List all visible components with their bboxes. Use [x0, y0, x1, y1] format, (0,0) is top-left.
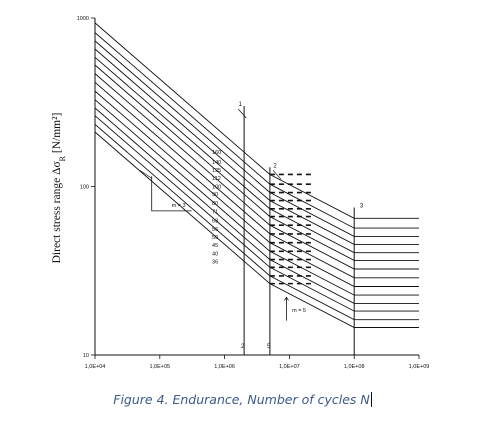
detail-category-label: 90: [212, 192, 218, 198]
sn-curve-140: [94, 32, 419, 229]
sn-curve-100: [94, 56, 419, 254]
figure-caption: Figure 4. Endurance, Number of cycles N: [0, 392, 485, 407]
detail-category-label: 45: [212, 243, 218, 249]
sn-curve-63: [94, 90, 419, 287]
detail-category-label: 160: [212, 150, 221, 156]
detail-category-label: 140: [212, 160, 221, 166]
detail-category-label: 40: [212, 252, 218, 258]
x-tick-label: 1,0E+04: [85, 364, 106, 370]
detail-category-label: 71: [212, 210, 218, 216]
detail-category-label: 100: [212, 185, 221, 191]
slope-m5-arrowhead: [284, 296, 289, 301]
sn-curve-50: [94, 107, 419, 304]
marker-2: 2: [241, 344, 245, 350]
sn-curve-160: [94, 22, 419, 219]
detail-category-label: 56: [212, 227, 218, 233]
slope-leader: [139, 170, 152, 179]
sn-curve-112: [94, 48, 419, 245]
caption-text: Figure 4. Endurance, Number of cycles N: [113, 392, 370, 407]
sn-curve-40: [94, 123, 419, 321]
x-tick-label: 1,0E+08: [344, 364, 365, 370]
sn-curve-90: [94, 64, 419, 261]
fatigue-chart: 1,0E+04 1,0E+05 1,0E+06 1,0E+07 1,0E+08 1,0E+…: [51, 16, 430, 370]
marker-2: 2: [273, 163, 277, 169]
sn-curve-45: [94, 115, 419, 312]
sn-curve-71: [94, 81, 419, 279]
axes: 1,0E+04 1,0E+05 1,0E+06 1,0E+07 1,0E+08 1,0E+…: [77, 16, 430, 370]
slope-m3-label: m = 3: [172, 203, 186, 209]
detail-curves: [94, 22, 419, 328]
y-tick-label: 1000: [77, 16, 89, 22]
sn-curve-80: [94, 73, 419, 270]
slope-triangle: [151, 176, 192, 212]
marker-arrow: [238, 108, 247, 119]
sn-curve-56: [94, 99, 419, 296]
x-tick-label: 1,0E+09: [409, 364, 430, 370]
detail-category-label: 112: [212, 176, 221, 182]
marker-arrow: [272, 170, 282, 180]
marker-3: 3: [360, 204, 364, 210]
slope-m5-label: m = 5: [292, 308, 306, 314]
detail-category-label: 50: [212, 235, 218, 241]
detail-category-label: 36: [212, 259, 218, 265]
detail-category-label: 80: [212, 201, 218, 207]
y-tick-label: 100: [80, 185, 89, 191]
sn-curve-125: [94, 40, 419, 237]
x-tick-label: 1,0E+06: [214, 364, 235, 370]
detail-category-label: 63: [212, 218, 218, 224]
marker-5: 5: [267, 344, 271, 350]
x-tick-label: 1,0E+07: [279, 364, 300, 370]
y-axis-label: Direct stress range ΔσR [N/mm²]: [51, 113, 67, 264]
y-tick-label: 10: [83, 353, 89, 359]
marker-1: 1: [239, 102, 243, 108]
detail-category-label: 125: [212, 168, 221, 174]
text-cursor: [370, 392, 372, 407]
x-tick-label: 1,0E+05: [149, 364, 170, 370]
sn-curve-36: [94, 131, 419, 328]
